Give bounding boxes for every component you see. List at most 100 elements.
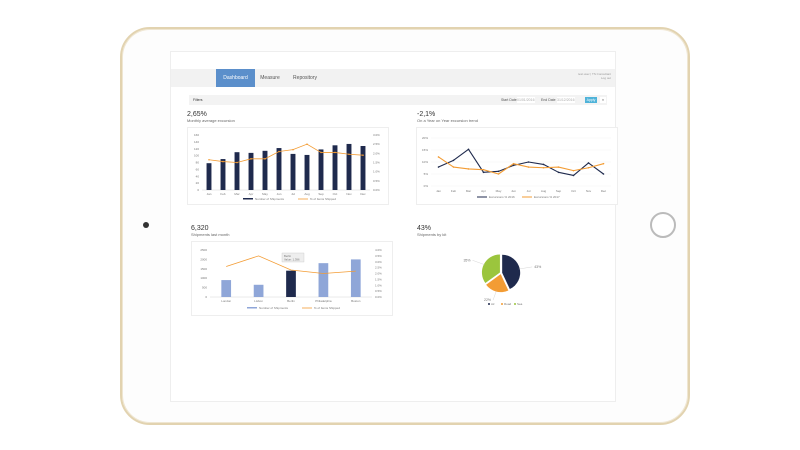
y-tick-label: 160 [194, 133, 199, 137]
y2-tick-label: 0.0% [375, 295, 382, 299]
y-tick-label: 15% [422, 148, 428, 152]
y2-tick-label: 2.5% [373, 142, 380, 146]
x-tick-label: Feb [451, 189, 457, 193]
y2-tick-label: 0.5% [373, 179, 380, 183]
legend-label: Number of Shipments [259, 306, 289, 310]
line-point [572, 174, 575, 177]
legend-label: Number of Shipments [255, 197, 285, 201]
bar [290, 153, 296, 190]
line-point [512, 162, 515, 165]
pie-label: 22% [484, 298, 491, 302]
x-tick-label: May [496, 189, 502, 193]
tab-dashboard[interactable]: Dashboard [216, 69, 255, 87]
x-tick-label: Apr [481, 189, 486, 193]
y2-tick-label: 3.0% [375, 260, 382, 264]
line-point [278, 150, 280, 153]
line-point [557, 171, 560, 174]
logout-link[interactable]: Log out [600, 76, 611, 80]
line-point [497, 170, 500, 173]
tab-repository[interactable]: Repository [293, 75, 317, 81]
bar [262, 150, 268, 190]
bar [221, 280, 232, 297]
x-tick-label: Lisbon [254, 299, 263, 303]
card-yoy-trend: -2,1% On a Year on Year excursion trend [417, 111, 617, 123]
y-tick-label: 120 [194, 147, 199, 151]
x-tick-label: Boston [351, 299, 361, 303]
bar [350, 259, 361, 297]
x-tick-label: Jan [436, 189, 441, 193]
user-name: test.user | TS Consultant [578, 72, 611, 76]
line-point [452, 166, 455, 168]
line-point [587, 166, 590, 169]
legend-swatch [501, 303, 503, 305]
y2-tick-label: 0.5% [375, 289, 382, 293]
y-tick-label: 60 [196, 167, 200, 171]
legend-label: % of Items Shipped [310, 197, 336, 201]
y-tick-label: 0 [205, 295, 207, 299]
screen: Dashboard Measure Repository test.user |… [170, 51, 618, 402]
bar [248, 152, 254, 190]
line-point [542, 166, 545, 169]
bar [304, 154, 310, 190]
y-tick-label: 0 [197, 188, 199, 192]
line-point [292, 148, 294, 151]
y-tick-label: 5% [424, 172, 429, 176]
line-point [362, 154, 364, 156]
chart-cities: 0 500 1000 1500 2000 2500 0.0% 0.5% 1.0% 1.5%2.0%… [191, 241, 393, 316]
chart-yoy: 0% 5% 10% 15% 20% Jan Feb Mar Apr May Jun Jul Aug Sep… [416, 127, 618, 205]
line-point [467, 168, 470, 170]
bar [318, 263, 329, 297]
x-tick-label: Dec [601, 189, 607, 193]
legend-label: % of Items Shipped [314, 306, 340, 310]
legend-label: Excursions % 2017 [534, 195, 560, 199]
card-subtitle: Shipments by kit [417, 232, 447, 237]
apply-button[interactable]: Apply [585, 97, 597, 103]
line-point [602, 173, 605, 175]
chart-monthly: 0 20 40 60 80 100 120 140 160 0.0% 0.5% 1.0% 1.5% 2.0… [187, 127, 389, 205]
line-point [587, 162, 590, 164]
filters-bar: Filters Start Date 01/01/2016 End Date 3… [189, 95, 607, 105]
x-tick-label: Jul [291, 192, 295, 196]
tooltip-value: Value: 1,396 [284, 258, 300, 262]
x-tick-label: Sep [556, 189, 562, 193]
y-tick-label: 0% [424, 184, 429, 188]
nav-bar: Dashboard Measure Repository test.user |… [171, 69, 615, 87]
y-tick-label: 40 [196, 174, 200, 178]
legend-label: Road [504, 302, 512, 306]
x-tick-label: Jun [277, 192, 282, 196]
y2-tick-label: 1.0% [375, 283, 382, 287]
tab-measure[interactable]: Measure [260, 75, 280, 81]
legend-label: Sea [517, 302, 523, 306]
x-tick-label: Sep [318, 192, 324, 196]
y2-tick-label: 1.5% [373, 161, 380, 165]
end-date-input[interactable]: 31/12/2016 [557, 97, 575, 103]
line-point [222, 160, 224, 163]
x-tick-label: Mar [466, 189, 471, 193]
line-point [250, 158, 252, 160]
x-tick-label: Jul [527, 189, 531, 193]
x-tick-label: Dec [360, 192, 366, 196]
pie-slice [481, 254, 500, 284]
clear-button[interactable]: × [600, 97, 606, 103]
line-point [512, 164, 515, 167]
y-tick-label: 1500 [200, 267, 207, 271]
line-point [208, 158, 210, 161]
line-point [452, 159, 455, 162]
x-tick-label: Apr [249, 192, 254, 196]
bar [220, 159, 226, 190]
line-series [438, 156, 604, 175]
end-date-label: End Date [541, 98, 556, 102]
line-series [438, 148, 604, 176]
card-subtitle: Monthly average excursion [187, 118, 235, 123]
y2-tick-label: 1.5% [375, 277, 382, 281]
line-point [236, 161, 238, 164]
x-tick-label: Feb [220, 192, 226, 196]
legend-swatch [488, 303, 490, 305]
line-point [497, 173, 500, 175]
start-date-input[interactable]: 01/01/2016 [517, 97, 535, 103]
pie-slice [502, 254, 521, 290]
home-button[interactable] [650, 212, 676, 238]
kpi-value: -2,1% [417, 111, 436, 118]
user-info: test.user | TS Consultant Log out [578, 72, 611, 80]
